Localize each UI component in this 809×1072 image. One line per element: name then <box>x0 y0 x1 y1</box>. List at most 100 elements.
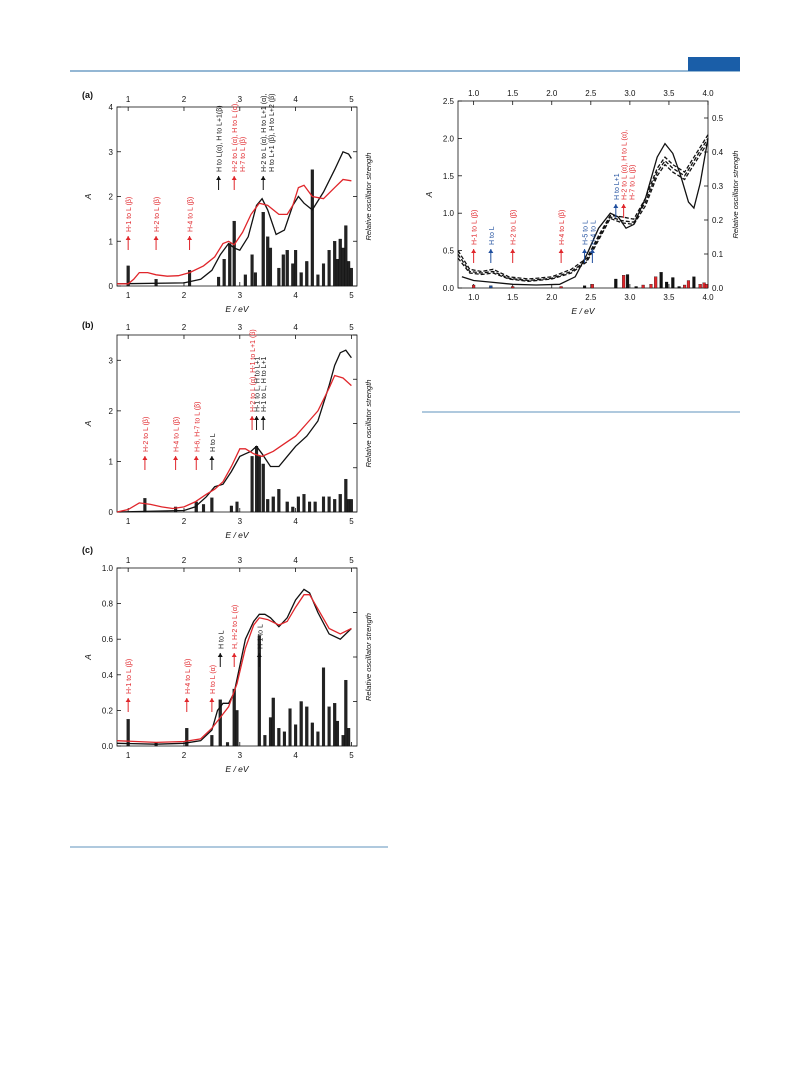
oscillator-stick <box>614 278 618 289</box>
y-axis-label: A <box>83 193 93 200</box>
x-top-tick-label: 5 <box>349 95 354 104</box>
oscillator-stick <box>210 497 214 513</box>
oscillator-stick <box>271 496 275 513</box>
x-top-tick-label: 3 <box>238 95 243 104</box>
oscillator-stick <box>338 238 342 287</box>
x-axis-label: E / eV <box>225 304 249 314</box>
oscillator-stick <box>232 220 236 287</box>
annotation-arrowhead <box>621 204 627 208</box>
x-tick-label: 5 <box>349 517 354 526</box>
annotation-label: H-1 to L (β) <box>126 197 133 232</box>
spectrum-line-red <box>116 594 352 744</box>
x-tick-label: 2.5 <box>585 293 597 302</box>
x-top-tick-label: 1 <box>126 556 131 565</box>
annotation-label: H-4 to L (β) <box>185 659 192 694</box>
panel-label: (c) <box>82 545 93 555</box>
y-tick-label: 2.5 <box>443 97 455 106</box>
x-tick-label: 5 <box>349 751 354 760</box>
oscillator-stick <box>321 263 326 287</box>
y-tick-label: 1.0 <box>443 209 455 218</box>
oscillator-stick <box>296 496 300 513</box>
oscillator-stick <box>321 496 326 513</box>
oscillator-stick <box>228 243 232 287</box>
oscillator-stick <box>281 254 285 287</box>
oscillator-stick <box>327 250 331 287</box>
oscillator-stick <box>299 701 303 747</box>
oscillator-stick <box>294 250 298 287</box>
x-tick-label: 4 <box>293 751 298 760</box>
oscillator-stick <box>349 267 353 287</box>
oscillator-stick <box>261 463 265 513</box>
oscillator-stick <box>305 706 309 747</box>
oscillator-stick <box>254 446 259 513</box>
y-tick-label: 1.0 <box>102 564 114 573</box>
oscillator-stick <box>335 258 340 287</box>
annotation-label: H to L <box>489 226 496 245</box>
x-tick-label: 3 <box>238 517 243 526</box>
y-axis-label: A <box>83 654 93 661</box>
oscillator-stick <box>266 236 270 287</box>
y-tick-label: 0.8 <box>102 600 114 609</box>
y-tick-label: 0.0 <box>102 742 114 751</box>
oscillator-stick <box>347 499 351 513</box>
oscillator-stick <box>625 274 630 289</box>
annotation-label: H to L <box>218 630 225 649</box>
oscillator-stick <box>243 274 247 287</box>
oscillator-stick <box>349 499 353 513</box>
x-tick-label: 3 <box>238 291 243 300</box>
annotation-label: H, H-2 to L (α) <box>232 605 239 649</box>
oscillator-stick <box>316 731 320 747</box>
chart-panel-2: (b) 1 1 2 2 3 3 4 4 5 5 0 1 2 3 E / eV A Relative oscilla… <box>82 320 373 540</box>
x-top-tick-label: 1.0 <box>468 89 480 98</box>
oscillator-stick <box>341 247 345 287</box>
oscillator-stick <box>266 499 270 513</box>
x-tick-label: 4.0 <box>702 293 714 302</box>
oscillator-stick <box>291 506 295 513</box>
oscillator-stick <box>327 496 331 513</box>
oscillator-stick <box>222 258 226 287</box>
x-top-tick-label: 2.0 <box>546 89 558 98</box>
x-top-tick-label: 3.5 <box>663 89 675 98</box>
oscillator-stick <box>316 274 320 287</box>
annotation-arrowhead <box>260 416 266 420</box>
x-top-tick-label: 2.5 <box>585 89 597 98</box>
chart-panel-1: (a) 1 1 2 2 3 3 4 4 5 5 0 1 2 3 4 E / eV A Relative oscill… <box>82 90 373 314</box>
y-tick-label: 3 <box>109 148 114 157</box>
annotation-arrowhead <box>589 249 595 253</box>
x-top-tick-label: 2 <box>182 95 187 104</box>
spectrum-line-dashed <box>457 134 709 280</box>
spectrum-line-dashed <box>457 138 709 282</box>
y2-axis-label: Relative oscillator strength <box>364 153 373 241</box>
x-tick-label: 3 <box>238 751 243 760</box>
oscillator-stick <box>285 250 289 287</box>
oscillator-stick <box>347 728 351 747</box>
y2-tick-label: 0.4 <box>712 148 724 157</box>
annotation-arrowhead <box>125 698 131 702</box>
oscillator-stick <box>268 717 273 747</box>
annotation-arrowhead <box>231 653 237 657</box>
oscillator-stick <box>257 635 261 747</box>
oscillator-stick <box>333 703 337 747</box>
oscillator-stick <box>277 267 281 287</box>
x-tick-label: 1 <box>126 517 131 526</box>
annotation-label-2: H to L+1 (β), H to L+2 (β) <box>269 94 276 172</box>
spectrum-line-black <box>116 349 352 513</box>
oscillator-stick <box>344 225 348 287</box>
oscillator-stick <box>263 735 267 747</box>
annotation-label: H to L <box>210 433 217 452</box>
oscillator-stick <box>344 478 348 513</box>
oscillator-stick <box>704 284 708 289</box>
annotation-arrowhead <box>193 456 199 460</box>
oscillator-stick <box>665 281 669 289</box>
x-tick-label: 2 <box>182 291 187 300</box>
oscillator-stick <box>261 212 265 287</box>
annotation-arrowhead <box>249 416 255 420</box>
oscillator-stick <box>634 286 638 289</box>
annotation-label: H-2 to L (β) <box>143 417 150 452</box>
annotation-label: H-1 to L, H to L+1 <box>255 356 262 412</box>
annotation-arrowhead <box>184 698 190 702</box>
y-axis-label: A <box>83 420 93 427</box>
